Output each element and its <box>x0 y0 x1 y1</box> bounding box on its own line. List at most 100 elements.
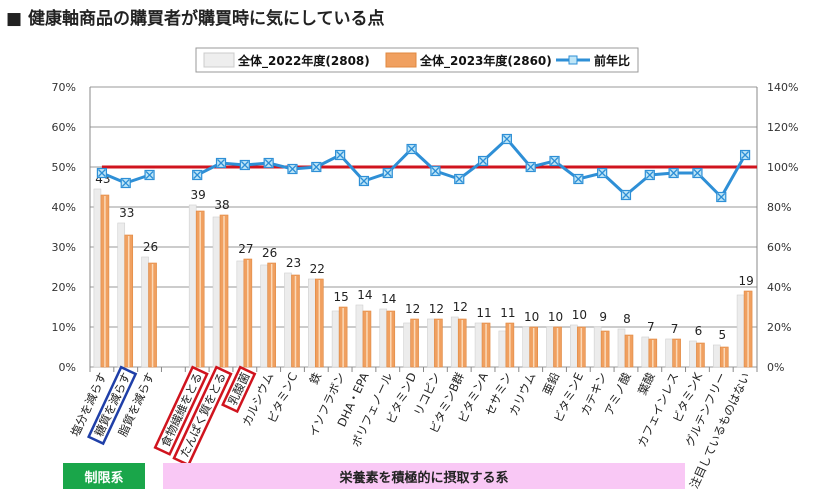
y-left-tick-label: 10% <box>52 321 76 334</box>
ratio-marker <box>311 161 322 173</box>
bar-2022 <box>522 326 530 368</box>
data-label: 39 <box>191 188 206 202</box>
ratio-marker-x <box>622 191 630 199</box>
ratio-marker-x <box>502 135 511 143</box>
data-label: 5 <box>718 328 726 342</box>
ratio-marker <box>96 167 108 179</box>
bar-2022 <box>546 326 554 368</box>
ratio-marker-x <box>359 177 368 185</box>
y-right-tick-label: 20% <box>767 321 791 334</box>
ratio-marker-x <box>193 171 202 179</box>
ratio-marker <box>501 133 512 145</box>
y-left-tick-label: 30% <box>52 241 76 254</box>
ratio-marker-x <box>383 169 392 177</box>
ratio-marker <box>597 167 608 179</box>
ratio-marker <box>644 169 655 181</box>
ratio-marker <box>335 149 346 161</box>
ratio-marker-x <box>598 169 607 177</box>
ratio-marker <box>477 155 489 167</box>
data-label: 7 <box>647 320 655 334</box>
bar-2022 <box>379 308 388 368</box>
ratio-marker <box>692 167 703 179</box>
bar-2022 <box>736 294 745 368</box>
data-label: 27 <box>238 242 253 256</box>
data-label: 8 <box>623 312 631 326</box>
ratio-marker <box>120 177 131 189</box>
highlight-box <box>153 365 209 456</box>
ratio-marker-x <box>240 161 249 169</box>
bar-2022 <box>450 316 459 368</box>
ratio-marker-x <box>717 193 726 201</box>
data-label: 7 <box>671 322 679 336</box>
bar-2022 <box>188 204 197 368</box>
highlight-box <box>87 365 138 446</box>
data-label: 22 <box>310 262 325 276</box>
bar-2022 <box>355 304 364 368</box>
ratio-marker <box>287 163 298 175</box>
ratio-marker-x <box>669 169 678 177</box>
ratio-marker-x <box>97 169 106 177</box>
ratio-marker-x <box>741 151 750 159</box>
ratio-marker <box>620 189 632 201</box>
bar-2022 <box>689 340 697 368</box>
y-left-tick-label: 70% <box>52 81 76 94</box>
data-label: 14 <box>357 288 372 302</box>
ratio-marker <box>525 161 536 173</box>
ratio-marker-x <box>145 171 154 179</box>
ratio-marker-x <box>479 157 488 165</box>
bar-2022 <box>665 338 673 368</box>
ratio-marker-x <box>693 169 702 177</box>
ratio-marker-x <box>526 163 535 171</box>
data-label: 12 <box>453 300 468 314</box>
data-label: 9 <box>599 310 607 324</box>
ratio-marker <box>716 191 727 203</box>
legend-label-2023: 全体_2023年度(2860) <box>419 53 552 69</box>
legend-swatch-2023 <box>385 52 417 68</box>
ratio-marker <box>406 143 417 155</box>
data-label: 15 <box>333 290 348 304</box>
ratio-marker <box>549 155 560 167</box>
ratio-marker-x <box>574 175 583 183</box>
y-right-tick-label: 80% <box>767 201 791 214</box>
ratio-marker <box>573 173 584 185</box>
y-right-tick-label: 120% <box>767 121 798 134</box>
y-right-tick-label: 60% <box>767 241 791 254</box>
bar-2022 <box>474 322 483 368</box>
data-label: 10 <box>572 308 587 322</box>
data-label: 26 <box>143 240 158 254</box>
page-title: ■ 健康軸商品の購買者が購買時に気にしている点 <box>6 9 385 29</box>
ratio-marker-x <box>645 171 654 179</box>
y-left-tick-label: 0% <box>59 361 76 374</box>
bar-2022 <box>284 272 292 368</box>
ratio-marker <box>739 149 751 161</box>
data-label: 38 <box>214 198 229 212</box>
y-right-tick-label: 100% <box>767 161 798 174</box>
ratio-marker <box>215 157 227 169</box>
y-right-tick-label: 40% <box>767 281 791 294</box>
data-label: 26 <box>262 246 277 260</box>
data-label: 10 <box>524 310 539 324</box>
ratio-marker <box>192 169 203 181</box>
y-left-tick-label: 40% <box>52 201 76 214</box>
ratio-marker <box>239 159 250 171</box>
ratio-marker <box>668 167 679 179</box>
data-label: 19 <box>738 274 753 288</box>
legend-swatch-2022 <box>203 52 235 68</box>
ratio-marker <box>382 167 393 179</box>
x-tick-label: 亜鉛 <box>540 370 563 397</box>
y-left-tick-label: 50% <box>52 161 76 174</box>
bar-2022 <box>212 216 221 368</box>
bar-2022 <box>593 326 602 368</box>
bar-2022 <box>712 344 721 368</box>
data-label: 6 <box>695 324 703 338</box>
bar-2022 <box>427 318 435 368</box>
data-label: 11 <box>500 306 515 320</box>
x-tick-label: 鉄 <box>306 370 324 387</box>
ratio-marker-x <box>217 159 225 167</box>
band-restrict: 制限系 <box>63 463 145 489</box>
data-label: 11 <box>476 306 491 320</box>
band-nutrient: 栄養素を積極的に摂取する系 <box>163 463 685 489</box>
bar-2022 <box>617 328 626 368</box>
highlight-box <box>221 365 257 414</box>
legend-label-ratio: 前年比 <box>594 53 630 68</box>
